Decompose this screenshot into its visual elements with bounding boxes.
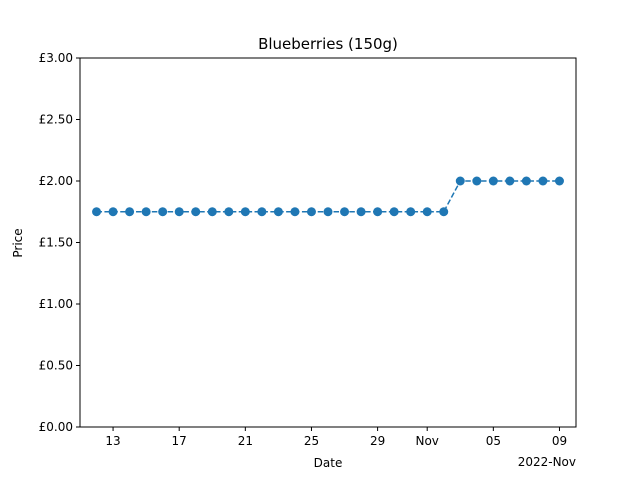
x-tick-label: 25 [304, 434, 319, 448]
data-point [174, 207, 184, 217]
data-point [125, 207, 135, 217]
data-point [224, 207, 234, 217]
data-point [191, 207, 201, 217]
data-point [538, 176, 548, 186]
data-point [373, 207, 383, 217]
data-point [323, 207, 333, 217]
y-tick-label: £1.50 [39, 236, 73, 250]
y-tick-label: £0.50 [39, 359, 73, 373]
data-point [240, 207, 250, 217]
y-tick-label: £1.00 [39, 297, 73, 311]
y-tick-label: £0.00 [39, 420, 73, 434]
data-point [455, 176, 465, 186]
data-point [406, 207, 416, 217]
data-point [389, 207, 399, 217]
data-point [141, 207, 151, 217]
data-point [521, 176, 531, 186]
data-point [439, 207, 449, 217]
x-axis: 13 17 21 25 29 Nov 05 09 [105, 427, 567, 448]
series-markers [92, 176, 564, 217]
data-point [207, 207, 217, 217]
x-axis-offset-label: 2022-Nov [518, 455, 576, 469]
plot-frame [79, 57, 577, 428]
data-point [488, 176, 498, 186]
y-tick-label: £2.50 [39, 113, 73, 127]
data-point [306, 207, 316, 217]
x-tick-label: 05 [486, 434, 501, 448]
chart-title: Blueberries (150g) [258, 35, 398, 53]
x-tick-label: 29 [370, 434, 385, 448]
data-point [290, 207, 300, 217]
data-point [356, 207, 366, 217]
y-tick-label: £3.00 [39, 51, 73, 65]
data-point [422, 207, 432, 217]
data-point [92, 207, 102, 217]
x-tick-label: Nov [415, 434, 438, 448]
x-tick-label: 09 [552, 434, 567, 448]
data-point [257, 207, 267, 217]
data-point [273, 207, 283, 217]
data-point [340, 207, 350, 217]
y-tick-label: £2.00 [39, 174, 73, 188]
y-axis-label: Price [11, 228, 25, 257]
x-tick-label: 17 [172, 434, 187, 448]
series-line [96, 180, 560, 213]
data-point [158, 207, 168, 217]
data-point [505, 176, 515, 186]
data-point [108, 207, 118, 217]
data-point [472, 176, 482, 186]
x-tick-label: 13 [105, 434, 120, 448]
y-axis: £0.00 £0.50 £1.00 £1.50 £2.00 £2.50 £3.00 [39, 51, 80, 434]
x-tick-label: 21 [238, 434, 253, 448]
data-point [554, 176, 564, 186]
x-axis-label: Date [314, 456, 343, 470]
